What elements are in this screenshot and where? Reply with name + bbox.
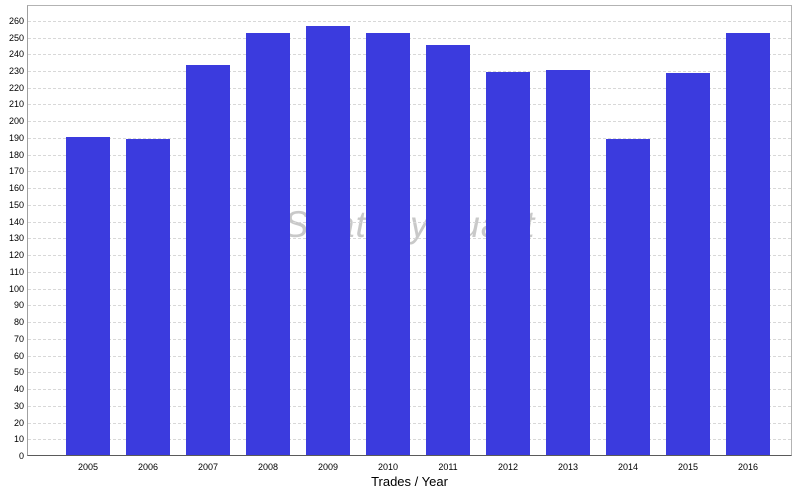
x-tick-label-2012: 2012 [497,462,519,472]
x-tick-label-2011: 2011 [438,462,458,472]
y-tick-label-110: 110 [9,266,24,277]
y-tick-label-170: 170 [8,166,24,177]
x-tick-label-2014: 2014 [617,462,639,472]
x-tick-label-2005: 2005 [77,462,99,472]
x-tick-label-2010: 2010 [377,462,399,472]
bar-2015 [666,73,710,455]
plot-area: StrategyQuant [27,5,792,456]
y-tick-label-260: 260 [8,15,24,26]
x-tick-label-2009: 2009 [317,462,339,472]
x-tick-label-2016: 2016 [737,462,759,472]
bar-2010 [366,33,410,455]
y-tick-label-60: 60 [13,350,24,361]
y-tick-label-190: 190 [8,132,24,143]
bar-2007 [186,65,230,455]
y-tick-label-50: 50 [13,367,24,378]
bar-2013 [546,70,590,455]
y-tick-label-70: 70 [13,333,24,344]
gridline-y-260 [28,20,791,22]
x-axis-title: Trades / Year [371,474,448,489]
bar-2009 [306,26,350,455]
x-tick-label-2006: 2006 [137,462,159,472]
y-tick-label-30: 30 [13,400,24,411]
y-tick-label-210: 210 [8,99,24,110]
y-tick-label-0: 0 [18,451,24,461]
y-tick-label-140: 140 [8,216,24,227]
y-tick-label-150: 150 [8,199,24,210]
bar-2011 [426,45,470,455]
y-tick-label-10: 10 [13,434,24,445]
x-tick-label-2013: 2013 [557,462,579,472]
y-tick-label-90: 90 [13,300,24,311]
y-tick-label-130: 130 [8,233,24,244]
y-tick-label-20: 20 [13,417,24,428]
y-tick-label-200: 200 [8,116,24,127]
bar-2016 [726,33,770,455]
y-tick-label-250: 250 [8,32,24,43]
y-tick-label-40: 40 [13,384,24,395]
x-tick-label-2008: 2008 [257,462,279,472]
y-tick-label-180: 180 [8,149,24,160]
x-tick-label-2015: 2015 [677,462,699,472]
bar-2014 [606,139,650,455]
y-tick-label-120: 120 [8,250,24,261]
x-tick-label-2007: 2007 [197,462,219,472]
y-tick-label-220: 220 [8,82,24,93]
bar-2006 [126,139,170,455]
bar-2005 [66,137,110,455]
y-tick-label-160: 160 [8,183,24,194]
y-tick-label-230: 230 [8,65,24,76]
y-tick-label-80: 80 [13,317,24,328]
bar-2012 [486,72,530,455]
y-tick-label-100: 100 [8,283,24,294]
y-tick-label-240: 240 [8,49,24,60]
bar-2008 [246,33,290,455]
